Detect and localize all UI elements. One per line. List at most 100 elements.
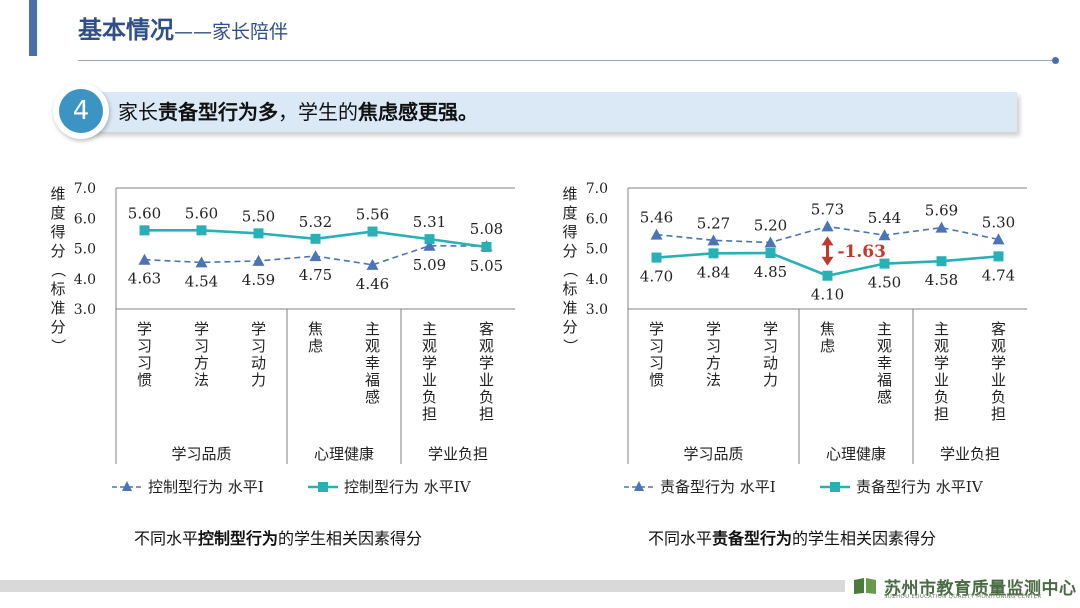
category-label-char: 观 [422,337,437,355]
y-axis-title-char: 标 [562,280,577,298]
caption-control-part-0: 不同水平 [134,529,199,548]
legend-triangle-marker [122,481,132,491]
square-marker [993,251,1004,262]
data-label: 5.27 [697,214,730,232]
category-label-char: 主 [422,320,437,338]
category-label-char: 客 [991,320,1006,338]
category-label-char: 虑 [820,337,835,355]
y-axis-title-char: 得 [50,223,65,241]
category-label-char: 习 [137,354,152,372]
category-label-char: 担 [934,405,949,423]
square-marker [822,270,833,281]
key-finding-text: 家长责备型行为多，学生的焦虑感更强。 [118,97,478,127]
y-axis-title-char: 分 [562,242,577,260]
page-title: 基本情况——家长陪伴 [78,14,288,48]
category-label-char: 福 [877,371,892,389]
y-axis-title-char: 分 [562,318,577,336]
category-label-char: 观 [365,337,380,355]
category-label-char: 习 [194,337,209,355]
triangle-marker [366,258,379,270]
category-label-char: 学 [991,354,1006,372]
org-name-en: SUZHOU EDUCATION QUALITY MONITORING CENT… [884,594,1042,600]
triangle-marker [707,234,720,246]
chart-caption-control: 不同水平控制型行为的学生相关因素得分 [134,525,422,549]
data-label: 5.73 [811,200,844,218]
triangle-marker [878,229,891,241]
category-label-char: 焦 [308,320,323,338]
triangle-marker [992,233,1005,245]
banner-text-part-3: 焦虑感更强。 [358,100,478,124]
y-axis-title-char: （ [561,262,579,277]
triangle-marker [764,236,777,248]
legend-square-marker [318,482,328,492]
caption-control-part-2: 的学生相关因素得分 [278,529,423,548]
y-axis-title-char: ） [561,338,579,353]
y-axis-title-char: 准 [50,299,65,317]
data-label: 5.46 [640,209,673,227]
category-label-char: 学 [422,354,437,372]
data-label: 5.50 [242,207,275,225]
org-name: 苏州市教育质量监测中心 [884,579,1077,599]
book-logo-icon [854,578,876,594]
group-label: 学业负担 [940,445,1000,463]
header-accent-bar [29,0,37,56]
data-label: 4.58 [925,271,958,289]
finding-number: 4 [59,89,103,133]
square-marker [765,248,776,259]
category-label-char: 法 [706,371,721,389]
data-label: 5.60 [128,204,161,222]
y-axis-title-char: 分 [50,318,65,336]
page-title-main: 基本情况 [78,16,174,44]
triangle-marker [650,228,663,240]
data-label: 4.50 [868,274,901,292]
category-label-char: 业 [479,371,494,389]
category-label-char: 方 [194,354,209,372]
category-label-char: 担 [422,405,437,423]
chart-caption-blame: 不同水平责备型行为的学生相关因素得分 [648,525,936,549]
header-divider-dot [1052,57,1059,64]
triangle-marker [821,220,834,232]
data-label: 5.44 [868,209,901,227]
data-label: 4.74 [982,266,1015,284]
category-label-char: 学 [934,354,949,372]
caption-blame-part-1: 责备型行为 [712,529,793,548]
category-label-char: 负 [479,388,494,406]
legend-square-marker [830,482,840,492]
y-tick-label: 6.0 [586,211,608,227]
category-label-char: 焦 [820,320,835,338]
data-label: 5.60 [185,204,218,222]
category-label-char: 力 [251,371,266,389]
category-label-char: 观 [991,337,1006,355]
y-axis-title-char: 度 [50,204,65,222]
category-label-char: 感 [877,388,892,406]
category-label-char: 学 [649,320,664,338]
y-axis-title-char: 分 [50,242,65,260]
gap-arrow-head-down [821,256,834,266]
gap-arrow-head-up [821,236,834,246]
data-label: 5.09 [413,256,446,274]
category-label-char: 负 [422,388,437,406]
category-label-char: 主 [934,320,949,338]
category-label-char: 主 [365,320,380,338]
data-label: 5.08 [470,220,503,238]
category-label-char: 学 [706,320,721,338]
category-label-char: 业 [422,371,437,389]
category-label-char: 力 [763,371,778,389]
data-label: 5.56 [356,206,389,224]
y-tick-label: 3.0 [586,302,608,318]
triangle-marker [195,256,208,268]
data-label: 4.10 [811,286,844,304]
square-marker [424,234,435,245]
data-label: 4.46 [356,275,389,293]
category-label-char: 学 [137,320,152,338]
data-label: 4.84 [697,263,730,281]
category-label-char: 幸 [365,354,380,372]
y-axis-title-char: 标 [50,280,65,298]
triangle-marker [138,253,151,265]
category-label-char: 习 [649,337,664,355]
caption-blame-part-2: 的学生相关因素得分 [792,529,937,548]
category-label-char: 负 [934,388,949,406]
square-marker [253,228,264,239]
square-marker [367,226,378,237]
